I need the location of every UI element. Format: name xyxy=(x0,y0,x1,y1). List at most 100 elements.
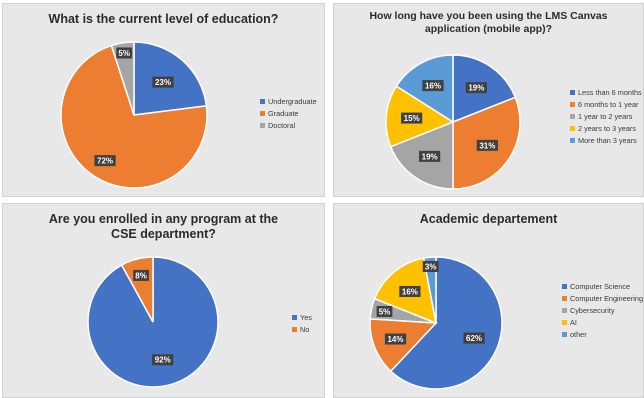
legend-swatch xyxy=(292,326,297,332)
legend-swatch xyxy=(570,125,575,131)
legend-swatch xyxy=(562,319,567,325)
legend-swatch xyxy=(562,307,567,313)
legend-label: 1 year to 2 years xyxy=(578,111,633,121)
legend-swatch xyxy=(260,110,265,116)
pie-chart: 23% 72% 5% xyxy=(60,41,208,189)
data-label: 16% xyxy=(422,80,444,92)
legend-item: other xyxy=(562,328,643,340)
pie-slice-other xyxy=(422,256,437,324)
legend-label: Graduate xyxy=(268,108,299,118)
data-label-box xyxy=(133,269,149,281)
legend-swatch xyxy=(260,98,265,104)
legend-item: Computer Science xyxy=(562,280,643,292)
data-label: 62% xyxy=(463,332,485,344)
data-label: 8% xyxy=(133,269,149,281)
legend-item: AI xyxy=(562,316,643,328)
data-label-box xyxy=(419,150,441,162)
data-label-box xyxy=(94,155,116,167)
legend-item: Yes xyxy=(292,311,312,323)
data-label-text: 14% xyxy=(387,335,403,344)
legend-item: No xyxy=(292,323,312,335)
data-label-box xyxy=(376,305,393,317)
legend-label: No xyxy=(300,324,310,334)
legend-label: Doctoral xyxy=(268,120,296,130)
legend-item: 1 year to 2 years xyxy=(570,110,642,122)
chart-legend: Less than 6 months 6 months to 1 year 1 ye… xyxy=(570,86,642,146)
legend-item: Graduate xyxy=(260,107,317,119)
legend-swatch xyxy=(292,314,297,320)
data-label-box xyxy=(152,76,174,88)
chart-title-line: CSE department? xyxy=(111,227,216,241)
legend-item: Less than 6 months xyxy=(570,86,642,98)
chart-legend: Yes No xyxy=(292,311,312,335)
legend-item: 6 months to 1 year xyxy=(570,98,642,110)
data-label-box xyxy=(399,285,421,297)
data-label-box xyxy=(463,332,485,344)
data-label: 19% xyxy=(419,150,441,162)
legend-label: AI xyxy=(570,317,577,327)
legend-item: More than 3 years xyxy=(570,134,642,146)
legend-label: other xyxy=(570,329,587,339)
pie-chart: 92% 8% xyxy=(87,256,219,388)
chart-title-line: What is the current level of education? xyxy=(48,12,279,26)
chart-title: What is the current level of education? xyxy=(3,12,324,27)
pie-chart: 19% 31% 19% 15% 16% xyxy=(385,54,521,190)
data-label-text: 23% xyxy=(155,78,171,87)
data-label-text: 92% xyxy=(155,356,171,365)
data-label-box xyxy=(476,139,498,151)
legend-label: Cybersecurity xyxy=(570,305,615,315)
data-label: 92% xyxy=(152,354,174,366)
data-label: 16% xyxy=(399,285,421,297)
chart-title: Are you enrolled in any program at the C… xyxy=(3,212,324,242)
data-label-box xyxy=(384,333,407,345)
chart-title-line: Are you enrolled in any program at the xyxy=(48,212,279,226)
data-label-text: 19% xyxy=(422,152,438,161)
legend-item: Computer Engineering xyxy=(562,292,643,304)
data-label-box xyxy=(465,82,487,94)
data-label-text: 5% xyxy=(118,49,130,58)
data-label-text: 19% xyxy=(468,84,484,93)
pie-chart: 62% 14% 5% 16% 3% xyxy=(369,256,503,390)
data-label: 5% xyxy=(116,47,133,59)
legend-item: 2 years to 3 years xyxy=(570,122,642,134)
data-label: 23% xyxy=(152,76,174,88)
legend-label: 2 years to 3 years xyxy=(578,123,636,133)
data-label-text: 15% xyxy=(404,114,420,123)
data-label-text: 16% xyxy=(402,287,418,296)
data-label-text: 8% xyxy=(135,271,147,280)
data-label-box xyxy=(401,112,423,124)
legend-label: 6 months to 1 year xyxy=(578,99,639,109)
data-label-text: 16% xyxy=(425,82,441,91)
legend-item: Cybersecurity xyxy=(562,304,643,316)
chart-panel-cse-enrollment: Are you enrolled in any program at the C… xyxy=(2,203,325,398)
data-label-box xyxy=(422,80,444,92)
chart-title-line: Academic departement xyxy=(419,212,558,226)
data-label-box xyxy=(422,260,439,272)
pie-slice-graduate xyxy=(60,44,208,189)
data-label: 3% xyxy=(422,260,439,272)
pie-slice-doctoral xyxy=(110,41,135,116)
legend-swatch xyxy=(260,122,265,128)
legend-swatch xyxy=(562,295,567,301)
chart-legend: Computer Science Computer Engineering Cybe… xyxy=(562,280,643,340)
legend-label: Computer Science xyxy=(570,281,631,291)
legend-swatch xyxy=(562,331,567,337)
chart-panel-education-level: What is the current level of education? … xyxy=(2,3,325,197)
chart-title: How long have you been using the LMS Can… xyxy=(344,10,633,36)
data-label-text: 5% xyxy=(379,307,391,316)
chart-panel-academic-department: Academic departement 62% 14% 5% 16% 3% Compu… xyxy=(333,203,644,398)
legend-swatch xyxy=(570,101,575,107)
chart-title-line: application (mobile app)? xyxy=(424,23,553,35)
legend-item: Undergraduate xyxy=(260,95,317,107)
data-label-text: 62% xyxy=(466,334,482,343)
data-label: 19% xyxy=(465,82,487,94)
pie-slice-computer-engineering xyxy=(369,318,438,373)
chart-title: Academic departement xyxy=(334,212,643,227)
legend-label: Yes xyxy=(300,312,312,322)
data-label: 31% xyxy=(476,139,498,151)
legend-label: Less than 6 months xyxy=(578,87,642,97)
data-label-text: 3% xyxy=(425,262,437,271)
pie-slice-computer-science xyxy=(389,256,503,390)
data-label-box xyxy=(152,354,174,366)
data-label: 72% xyxy=(94,155,116,167)
